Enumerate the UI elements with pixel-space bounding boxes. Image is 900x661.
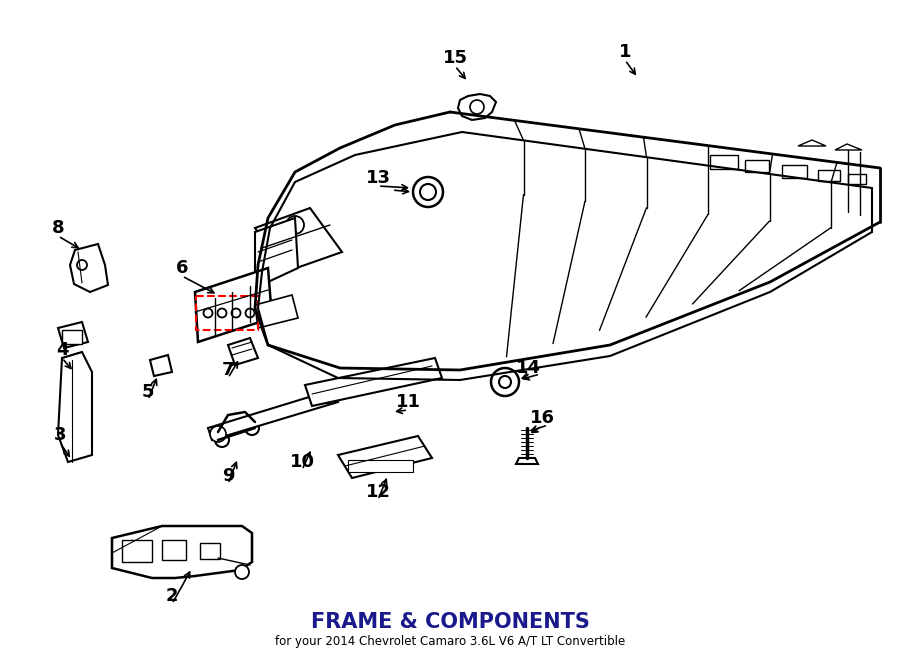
Circle shape — [215, 433, 229, 447]
Bar — [348, 460, 413, 472]
Polygon shape — [70, 244, 108, 292]
Text: 13: 13 — [365, 169, 391, 187]
Polygon shape — [112, 526, 252, 578]
Text: 14: 14 — [516, 359, 541, 377]
Circle shape — [235, 565, 249, 579]
Circle shape — [210, 426, 226, 442]
Polygon shape — [255, 218, 298, 288]
Bar — [710, 155, 738, 169]
Text: 1: 1 — [619, 43, 631, 61]
Text: 4: 4 — [56, 341, 68, 359]
Circle shape — [420, 184, 436, 200]
Circle shape — [491, 368, 519, 396]
Text: 10: 10 — [290, 453, 314, 471]
Circle shape — [286, 216, 304, 234]
Polygon shape — [798, 140, 826, 146]
Polygon shape — [835, 144, 862, 150]
Circle shape — [413, 177, 443, 207]
Circle shape — [231, 309, 240, 317]
Bar — [122, 540, 152, 562]
Circle shape — [499, 376, 511, 388]
Polygon shape — [58, 352, 92, 462]
Text: 6: 6 — [176, 259, 188, 277]
Circle shape — [246, 309, 255, 317]
Polygon shape — [208, 390, 338, 440]
Polygon shape — [516, 458, 538, 464]
Text: 2: 2 — [166, 587, 178, 605]
Text: 12: 12 — [365, 483, 391, 501]
Text: 7: 7 — [221, 361, 234, 379]
Polygon shape — [255, 208, 342, 272]
Text: 3: 3 — [54, 426, 67, 444]
Circle shape — [470, 100, 484, 114]
Circle shape — [245, 421, 259, 435]
Bar — [745, 160, 769, 172]
Text: 8: 8 — [51, 219, 64, 237]
Circle shape — [218, 309, 227, 317]
Text: 16: 16 — [529, 409, 554, 427]
Bar — [818, 170, 840, 181]
Bar — [196, 296, 258, 330]
Bar — [62, 330, 82, 344]
Polygon shape — [255, 295, 298, 328]
Polygon shape — [228, 338, 258, 365]
Bar — [162, 540, 186, 560]
Text: for your 2014 Chevrolet Camaro 3.6L V6 A/T LT Convertible: for your 2014 Chevrolet Camaro 3.6L V6 A… — [274, 635, 626, 648]
Polygon shape — [458, 94, 496, 120]
Bar — [848, 174, 866, 184]
Text: FRAME & COMPONENTS: FRAME & COMPONENTS — [310, 612, 590, 632]
Text: 9: 9 — [221, 467, 234, 485]
Circle shape — [203, 309, 212, 317]
Text: 11: 11 — [395, 393, 420, 411]
Text: 15: 15 — [443, 49, 467, 67]
Text: 5: 5 — [142, 383, 154, 401]
Circle shape — [77, 260, 87, 270]
Polygon shape — [195, 268, 272, 342]
Bar — [200, 543, 220, 559]
Polygon shape — [58, 322, 88, 348]
Polygon shape — [150, 355, 172, 376]
Bar — [782, 165, 807, 178]
Circle shape — [322, 388, 338, 404]
Polygon shape — [338, 436, 432, 478]
Polygon shape — [305, 358, 442, 406]
